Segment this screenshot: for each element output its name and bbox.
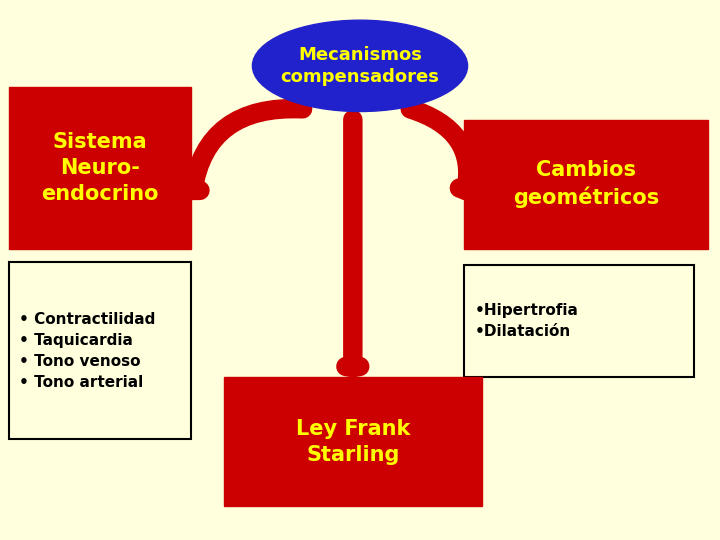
- Text: Cambios
geométricos: Cambios geométricos: [513, 160, 659, 208]
- FancyBboxPatch shape: [9, 262, 192, 439]
- FancyBboxPatch shape: [464, 265, 693, 377]
- Text: •Hipertrofia
•Dilatación: •Hipertrofia •Dilatación: [474, 303, 579, 339]
- Text: Ley Frank
Starling: Ley Frank Starling: [296, 418, 410, 465]
- FancyBboxPatch shape: [9, 87, 192, 248]
- Text: • Contractilidad
• Taquicardia
• Tono venoso
• Tono arterial: • Contractilidad • Taquicardia • Tono ve…: [19, 312, 156, 389]
- Ellipse shape: [253, 20, 467, 112]
- Text: Sistema
Neuro-
endocrino: Sistema Neuro- endocrino: [41, 132, 158, 204]
- FancyBboxPatch shape: [224, 377, 482, 507]
- Text: Mecanismos
compensadores: Mecanismos compensadores: [281, 46, 439, 86]
- FancyBboxPatch shape: [464, 119, 708, 248]
